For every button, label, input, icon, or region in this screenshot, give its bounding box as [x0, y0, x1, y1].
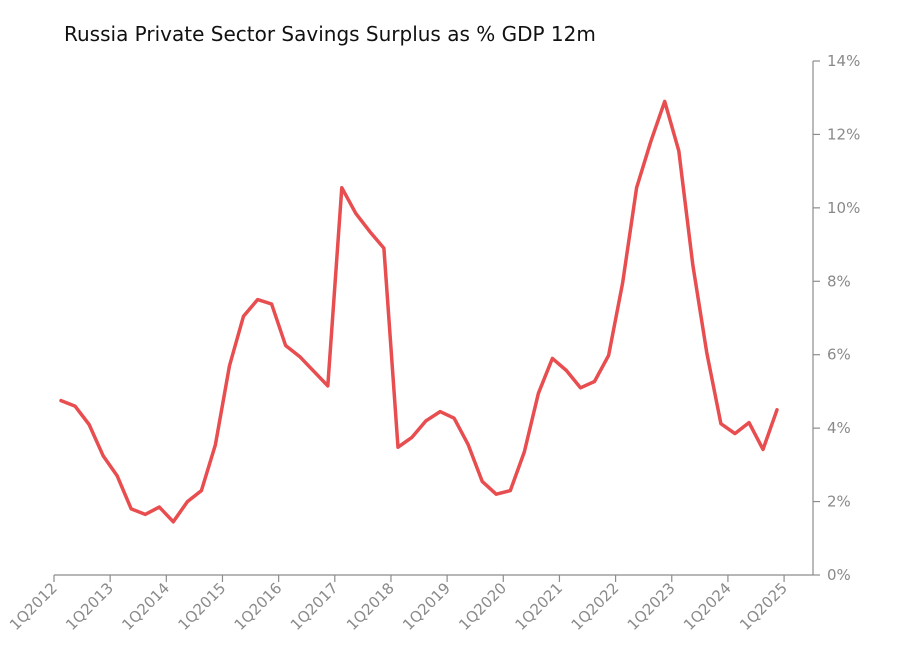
data-point	[550, 356, 554, 360]
data-point	[761, 447, 765, 451]
y-tick-label: 8%	[827, 272, 851, 290]
data-point	[185, 500, 189, 504]
data-point	[115, 474, 119, 478]
x-axis: 1Q2012 1Q2013 1Q2014 1Q2015 1Q2016 1Q2017 1Q20…	[6, 574, 813, 634]
data-point	[228, 364, 232, 368]
data-point	[691, 263, 695, 267]
y-axis: 0% 2% 4% 6% 8% 10% 12% 14%	[812, 52, 860, 584]
x-tick-label: 1Q2012	[6, 579, 61, 634]
data-point	[424, 419, 428, 423]
data-point	[270, 302, 274, 306]
data-point	[354, 211, 358, 215]
data-point	[747, 421, 751, 425]
x-tick-label: 1Q2024	[680, 579, 735, 634]
y-tick-label: 2%	[827, 493, 851, 511]
x-tick-label: 1Q2021	[511, 579, 566, 634]
data-point	[73, 404, 77, 408]
data-point	[87, 423, 91, 427]
x-tick-label: 1Q2017	[287, 579, 342, 634]
data-point	[101, 454, 105, 458]
data-point	[368, 230, 372, 234]
data-point	[298, 355, 302, 359]
y-tick-label: 10%	[827, 199, 860, 217]
data-point	[579, 386, 583, 390]
data-point	[621, 281, 625, 285]
x-tick-label: 1Q2022	[568, 579, 623, 634]
x-tick-label: 1Q2025	[736, 579, 791, 634]
data-point	[635, 186, 639, 190]
data-point	[157, 505, 161, 509]
chart-title: Russia Private Sector Savings Surplus as…	[64, 22, 596, 46]
data-point	[143, 512, 147, 516]
data-point	[677, 149, 681, 153]
data-point	[480, 479, 484, 483]
x-tick-label: 1Q2015	[174, 579, 229, 634]
data-point	[775, 408, 779, 412]
y-tick-label: 4%	[827, 419, 851, 437]
x-tick-label: 1Q2013	[62, 579, 117, 634]
data-point	[59, 399, 63, 403]
data-point	[733, 432, 737, 436]
x-tick-label: 1Q2020	[455, 579, 510, 634]
data-point	[607, 353, 611, 357]
data-point	[522, 450, 526, 454]
x-tick-label: 1Q2023	[624, 579, 679, 634]
series-layer	[59, 99, 779, 524]
data-point	[536, 391, 540, 395]
data-point	[171, 520, 175, 524]
data-point	[340, 186, 344, 190]
data-point	[396, 445, 400, 449]
y-tick-label: 14%	[827, 52, 860, 70]
x-tick-label: 1Q2018	[343, 579, 398, 634]
data-point	[494, 492, 498, 496]
data-point	[382, 246, 386, 250]
x-tick-label: 1Q2019	[399, 579, 454, 634]
data-point	[438, 410, 442, 414]
data-point	[410, 435, 414, 439]
data-point	[508, 489, 512, 493]
data-point	[199, 489, 203, 493]
data-point	[326, 384, 330, 388]
data-point	[649, 140, 653, 144]
series-line	[59, 99, 779, 524]
y-tick-label: 12%	[827, 125, 860, 143]
y-tick-label: 6%	[827, 346, 851, 364]
data-point	[564, 369, 568, 373]
data-point	[213, 443, 217, 447]
data-point	[705, 351, 709, 355]
data-point	[129, 507, 133, 511]
data-point	[284, 344, 288, 348]
data-point	[242, 314, 246, 318]
data-point	[719, 422, 723, 426]
data-point	[312, 369, 316, 373]
data-point	[466, 443, 470, 447]
data-point	[452, 416, 456, 420]
x-tick-label: 1Q2016	[231, 579, 286, 634]
y-tick-label: 0%	[827, 566, 851, 584]
x-tick-label: 1Q2014	[118, 579, 173, 634]
data-point	[593, 380, 597, 384]
data-point	[256, 298, 260, 302]
data-point	[663, 99, 667, 103]
